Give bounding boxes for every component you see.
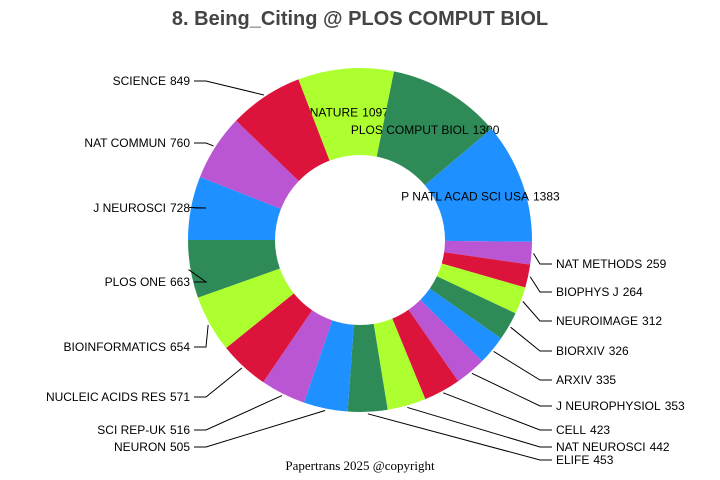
- leader-line: [367, 413, 552, 461]
- label-value: 505: [170, 440, 190, 454]
- slice-label: P NATL ACAD SCI USA 1383: [401, 190, 560, 204]
- label-value: 326: [609, 344, 629, 358]
- slice-label: NEURON 505: [114, 440, 190, 454]
- slice: [436, 263, 526, 314]
- leader-line: [443, 392, 552, 431]
- slice: [236, 79, 330, 182]
- label-value: 1097: [362, 105, 389, 119]
- slice: [444, 240, 532, 265]
- label-name: P NATL ACAD SCI USA: [401, 190, 529, 204]
- slice-label: J NEUROPHYSIOL 353: [556, 399, 685, 413]
- label-name: SCIENCE: [113, 74, 166, 88]
- slice: [408, 299, 483, 382]
- label-value: 1383: [533, 190, 560, 204]
- leader-line: [471, 372, 552, 407]
- label-name: NAT COMMUN: [84, 136, 166, 150]
- slice: [226, 293, 313, 383]
- slice: [197, 268, 294, 348]
- label-name: ARXIV: [556, 373, 592, 387]
- slice-label: NEUROIMAGE 312: [556, 314, 662, 328]
- label-name: NUCLEIC ACIDS RES: [46, 390, 166, 404]
- label-value: 453: [593, 453, 613, 467]
- slice: [376, 71, 492, 186]
- slice-label: NAT METHODS 259: [556, 257, 667, 271]
- leader-line: [529, 276, 552, 293]
- label-name: NAT METHODS: [556, 257, 642, 271]
- slice-label: SCI REP-UK 516: [97, 423, 190, 437]
- slice: [188, 176, 281, 241]
- slice-label: SCIENCE 849: [113, 74, 191, 88]
- label-name: ELIFE: [556, 453, 589, 467]
- slice: [263, 310, 333, 403]
- leader-line: [407, 406, 552, 448]
- label-name: BIORXIV: [556, 344, 605, 358]
- label-value: 849: [170, 74, 190, 88]
- chart-title: 8. Being_Citing @ PLOS COMPUT BIOL: [172, 8, 548, 30]
- slice: [420, 288, 502, 362]
- slice: [199, 120, 299, 209]
- label-value: 654: [170, 340, 190, 354]
- leader-line: [194, 324, 209, 348]
- slice-label: NATURE 1097: [310, 105, 389, 119]
- label-name: BIOPHYS J: [556, 285, 619, 299]
- label-value: 335: [596, 373, 616, 387]
- slice-label: ARXIV 335: [556, 373, 616, 387]
- slice: [424, 128, 532, 242]
- slice: [429, 276, 516, 339]
- slice: [298, 68, 394, 161]
- label-value: 264: [623, 285, 643, 299]
- footer: Papertrans 2025 @copyright: [285, 458, 435, 473]
- label-value: 571: [170, 390, 190, 404]
- leader-line: [493, 351, 552, 381]
- label-name: CELL: [556, 423, 586, 437]
- leader-line: [194, 409, 326, 448]
- slice: [188, 240, 280, 298]
- label-value: 728: [170, 201, 190, 215]
- label-name: J NEUROSCI: [93, 201, 166, 215]
- slice-label: BIOPHYS J 264: [556, 285, 643, 299]
- label-name: J NEUROPHYSIOL: [556, 399, 661, 413]
- slice: [441, 252, 531, 288]
- label-value: 516: [170, 423, 190, 437]
- label-value: 663: [170, 275, 190, 289]
- label-value: 353: [665, 399, 685, 413]
- slice-label: CELL 423: [556, 423, 610, 437]
- label-name: SCI REP-UK: [97, 423, 166, 437]
- label-name: NEUROIMAGE: [556, 314, 638, 328]
- slice-label: J NEUROSCI 728: [93, 201, 190, 215]
- slice: [347, 323, 388, 413]
- label-value: 259: [646, 257, 666, 271]
- leader-line: [188, 269, 208, 283]
- slice-label: NUCLEIC ACIDS RES 571: [46, 390, 190, 404]
- slice-label: BIOINFORMATICS 654: [64, 340, 191, 354]
- label-value: 312: [642, 314, 662, 328]
- label-name: NATURE: [310, 105, 358, 119]
- label-name: PLOS ONE: [105, 275, 166, 289]
- leader-line: [194, 367, 243, 398]
- label-value: 760: [170, 136, 190, 150]
- leader-line: [522, 301, 552, 322]
- label-value: 442: [650, 440, 670, 454]
- slice: [303, 320, 354, 412]
- leader-line: [194, 142, 214, 147]
- label-name: PLOS COMPUT BIOL: [351, 123, 469, 137]
- slice-label: PLOS ONE 663: [105, 275, 191, 289]
- label-name: BIOINFORMATICS: [64, 340, 166, 354]
- label-name: NEURON: [114, 440, 166, 454]
- slice: [373, 318, 426, 410]
- slice-label: BIORXIV 326: [556, 344, 629, 358]
- slice: [392, 309, 459, 400]
- label-name: NAT NEUROSCI: [556, 440, 646, 454]
- slice-label: NAT NEUROSCI 442: [556, 440, 670, 454]
- leader-line: [510, 326, 552, 352]
- leader-line: [194, 395, 283, 431]
- leader-line: [533, 253, 552, 265]
- leader-line: [194, 80, 264, 96]
- slice-label: NAT COMMUN 760: [84, 136, 190, 150]
- slice-label: PLOS COMPUT BIOL 1300: [351, 123, 500, 137]
- label-value: 423: [590, 423, 610, 437]
- slice-label: ELIFE 453: [556, 453, 614, 467]
